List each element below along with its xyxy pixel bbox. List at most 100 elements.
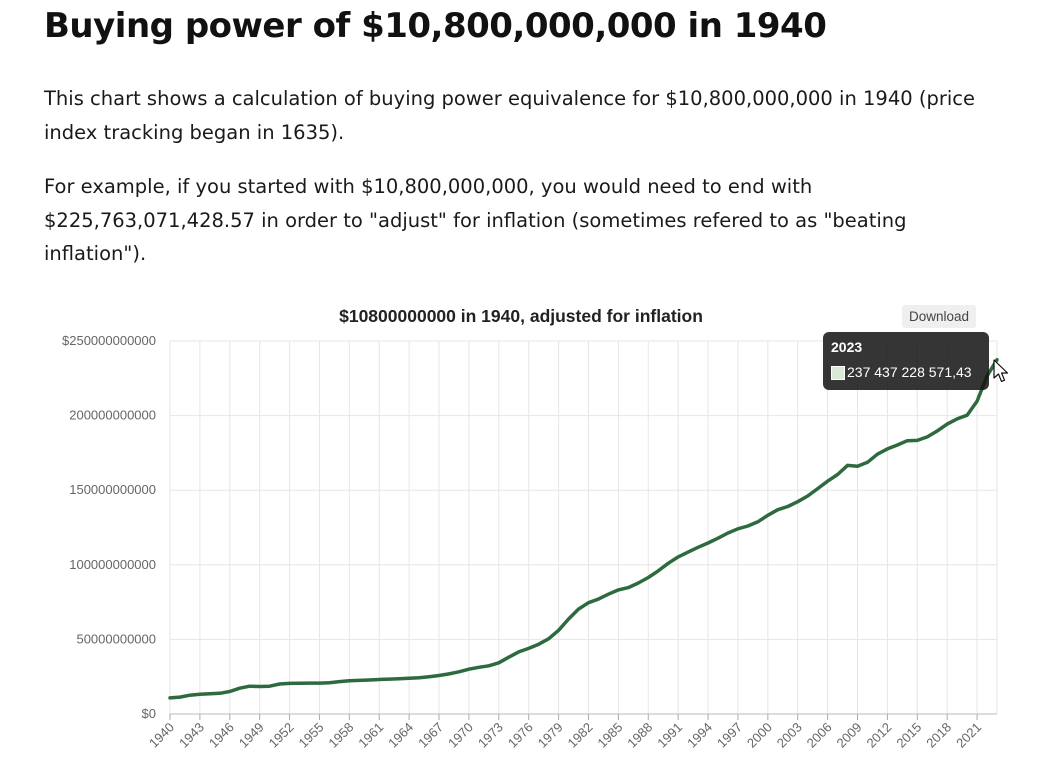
data-point[interactable] [446, 671, 452, 677]
data-point[interactable] [556, 627, 562, 633]
data-point[interactable] [914, 437, 920, 443]
data-point[interactable] [257, 684, 263, 690]
data-point[interactable] [326, 680, 332, 686]
data-point[interactable] [585, 600, 591, 606]
data-point[interactable] [855, 463, 861, 469]
data-point[interactable] [655, 568, 661, 574]
data-point[interactable] [526, 645, 532, 651]
inflation-line-chart: $0 50000000000 100000000000 150000000000 200… [62, 306, 999, 751]
data-point[interactable] [635, 580, 641, 586]
data-point[interactable] [227, 688, 233, 694]
x-tick-label: 1946 [206, 720, 237, 751]
data-point[interactable] [366, 677, 372, 683]
data-point[interactable] [396, 676, 402, 682]
data-point[interactable] [974, 398, 980, 404]
data-point[interactable] [625, 585, 631, 591]
x-tick-label: 1949 [236, 720, 267, 751]
data-point[interactable] [356, 677, 362, 683]
data-point[interactable] [725, 530, 731, 536]
data-point[interactable] [297, 680, 303, 686]
mouse-pointer-icon [993, 359, 1009, 383]
data-point[interactable] [516, 649, 522, 655]
data-point[interactable] [705, 540, 711, 546]
data-point[interactable] [376, 677, 382, 683]
x-tick-label: 1988 [624, 720, 655, 751]
data-point[interactable] [386, 676, 392, 682]
data-point[interactable] [964, 412, 970, 418]
data-point[interactable] [546, 636, 552, 642]
data-point[interactable] [645, 574, 651, 580]
data-point[interactable] [416, 675, 422, 681]
data-point[interactable] [944, 421, 950, 427]
data-point[interactable] [755, 519, 761, 525]
y-tick-label: 50000000000 [76, 631, 156, 646]
intro-line-2: index tracking began in 1635). [44, 120, 345, 144]
data-point[interactable] [605, 591, 611, 597]
data-point[interactable] [496, 660, 502, 666]
x-tick-label: 1940 [146, 720, 177, 751]
data-point[interactable] [675, 554, 681, 560]
data-point[interactable] [685, 549, 691, 555]
data-point[interactable] [576, 606, 582, 612]
data-point[interactable] [426, 674, 432, 680]
data-point[interactable] [406, 675, 412, 681]
data-point[interactable] [346, 678, 352, 684]
data-point[interactable] [237, 685, 243, 691]
data-point[interactable] [217, 690, 223, 696]
data-point[interactable] [735, 526, 741, 532]
download-button[interactable]: Download [902, 305, 977, 328]
data-point[interactable] [476, 664, 482, 670]
data-point[interactable] [306, 680, 312, 686]
data-point[interactable] [287, 680, 293, 686]
data-point[interactable] [177, 694, 183, 700]
data-point[interactable] [904, 438, 910, 444]
data-point[interactable] [874, 451, 880, 457]
data-point[interactable] [805, 493, 811, 499]
data-point[interactable] [456, 669, 462, 675]
data-point[interactable] [815, 486, 821, 492]
data-point[interactable] [187, 692, 193, 698]
data-point[interactable] [775, 507, 781, 513]
data-point[interactable] [765, 512, 771, 518]
data-point[interactable] [715, 535, 721, 541]
data-point[interactable] [884, 446, 890, 452]
data-point[interactable] [336, 679, 342, 685]
x-tick-label: 2018 [923, 720, 954, 751]
data-point[interactable] [934, 428, 940, 434]
data-point[interactable] [835, 472, 841, 478]
data-point[interactable] [167, 695, 173, 701]
data-point[interactable] [595, 596, 601, 602]
y-tick-label: 100000000000 [69, 557, 156, 572]
data-point[interactable] [316, 680, 322, 686]
data-point[interactable] [745, 523, 751, 529]
data-point[interactable] [924, 434, 930, 440]
data-point[interactable] [864, 459, 870, 465]
data-point[interactable] [615, 587, 621, 593]
tooltip-swatch [831, 366, 845, 380]
data-point[interactable] [277, 681, 283, 687]
data-point[interactable] [486, 663, 492, 669]
data-point[interactable] [506, 654, 512, 660]
data-point[interactable] [197, 691, 203, 697]
chart-series [167, 357, 999, 701]
data-point[interactable] [695, 544, 701, 550]
x-tick-label: 1967 [415, 720, 446, 751]
y-tick-label: 200000000000 [69, 408, 156, 423]
data-point[interactable] [267, 683, 273, 689]
data-point[interactable] [466, 666, 472, 672]
data-point[interactable] [247, 683, 253, 689]
data-point[interactable] [785, 503, 791, 509]
data-point[interactable] [665, 560, 671, 566]
data-point[interactable] [845, 462, 851, 468]
data-point[interactable] [894, 442, 900, 448]
data-point[interactable] [566, 616, 572, 622]
data-point[interactable] [207, 691, 213, 697]
data-point[interactable] [825, 478, 831, 484]
chart-axes: $0 50000000000 100000000000 150000000000 200… [62, 333, 997, 751]
data-point[interactable] [795, 499, 801, 505]
data-point[interactable] [954, 416, 960, 422]
chart-container: $0 50000000000 100000000000 150000000000 200… [0, 296, 1040, 772]
data-point[interactable] [436, 673, 442, 679]
data-point[interactable] [536, 641, 542, 647]
x-tick-label: 2009 [834, 720, 865, 751]
